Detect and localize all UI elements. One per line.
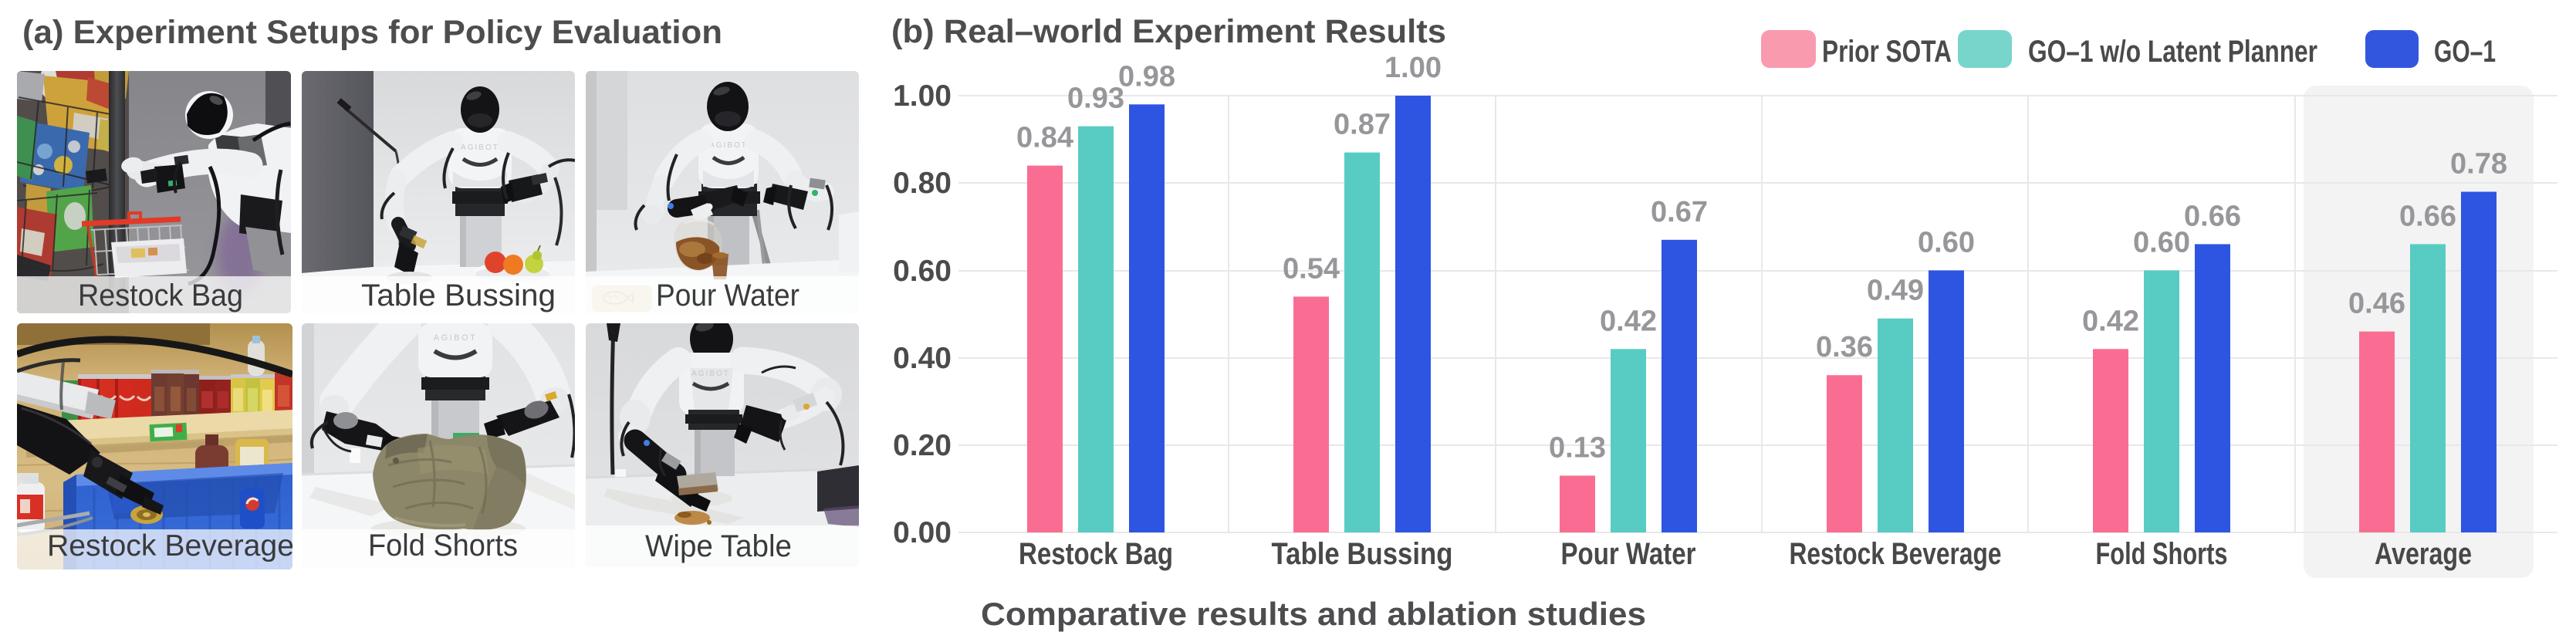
- svg-text:1.00: 1.00: [1384, 52, 1442, 84]
- svg-text:0.98: 0.98: [1118, 60, 1175, 93]
- svg-text:1.00: 1.00: [893, 79, 952, 113]
- svg-text:0.80: 0.80: [893, 167, 952, 200]
- svg-text:0.40: 0.40: [893, 342, 952, 375]
- svg-text:Restock Beverage: Restock Beverage: [1790, 537, 2002, 571]
- svg-text:Restock Bag: Restock Bag: [78, 279, 243, 313]
- svg-text:0.60: 0.60: [2133, 226, 2190, 258]
- svg-text:AGIBOT: AGIBOT: [691, 370, 730, 378]
- svg-text:0.60: 0.60: [893, 255, 952, 288]
- svg-text:AGIBOT: AGIBOT: [709, 141, 748, 150]
- svg-text:Average: Average: [2375, 537, 2472, 571]
- svg-text:0.54: 0.54: [1283, 252, 1340, 285]
- svg-text:0.87: 0.87: [1334, 109, 1391, 141]
- svg-text:GO–1: GO–1: [2434, 35, 2496, 69]
- svg-text:Prior SOTA: Prior SOTA: [1822, 35, 1952, 69]
- svg-text:Restock Bag: Restock Bag: [1019, 537, 1173, 571]
- svg-text:0.20: 0.20: [893, 429, 952, 462]
- svg-text:(b) Real–world Experiment Resu: (b) Real–world Experiment Results: [891, 13, 1446, 50]
- svg-text:Table Bussing: Table Bussing: [1272, 537, 1453, 571]
- svg-text:0.66: 0.66: [2399, 200, 2456, 232]
- svg-text:0.49: 0.49: [1867, 275, 1924, 307]
- svg-text:Pour Water: Pour Water: [656, 279, 800, 313]
- svg-text:0.00: 0.00: [893, 516, 952, 549]
- svg-text:Table Bussing: Table Bussing: [361, 279, 556, 313]
- svg-text:Fold Shorts: Fold Shorts: [368, 529, 518, 563]
- svg-text:Fold Shorts: Fold Shorts: [2096, 537, 2228, 571]
- svg-text:0.60: 0.60: [1918, 226, 1975, 258]
- svg-text:AGIBOT: AGIBOT: [434, 333, 478, 343]
- svg-text:Comparative results and ablati: Comparative results and ablation studies: [981, 596, 1646, 632]
- svg-text:0.84: 0.84: [1016, 122, 1073, 154]
- svg-text:0.93: 0.93: [1067, 83, 1124, 115]
- svg-text:Restock Beverage: Restock Beverage: [47, 529, 294, 563]
- svg-text:0.46: 0.46: [2348, 288, 2405, 320]
- svg-text:Pour Water: Pour Water: [1561, 537, 1696, 571]
- svg-text:(a) Experiment Setups for Poli: (a) Experiment Setups for Policy Evaluat…: [22, 14, 722, 51]
- svg-text:0.78: 0.78: [2450, 148, 2507, 181]
- svg-text:AGIBOT: AGIBOT: [461, 144, 499, 152]
- svg-text:0.66: 0.66: [2184, 200, 2241, 232]
- svg-text:0.42: 0.42: [1600, 305, 1657, 337]
- svg-text:0.36: 0.36: [1816, 331, 1873, 363]
- svg-text:0.42: 0.42: [2082, 305, 2139, 337]
- svg-text:0.67: 0.67: [1651, 196, 1708, 228]
- svg-text:0.13: 0.13: [1549, 431, 1606, 464]
- svg-text:Wipe Table: Wipe Table: [645, 529, 792, 563]
- svg-text:GO–1 w/o Latent Planner: GO–1 w/o Latent Planner: [2028, 35, 2317, 69]
